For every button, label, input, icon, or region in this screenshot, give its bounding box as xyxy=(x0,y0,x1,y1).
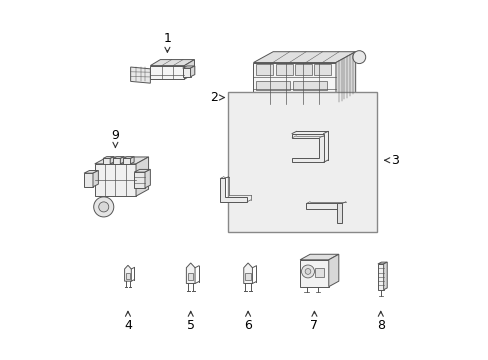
Text: 6: 6 xyxy=(244,311,251,332)
Polygon shape xyxy=(103,157,114,158)
Bar xyxy=(256,92,289,101)
Polygon shape xyxy=(113,158,120,164)
Polygon shape xyxy=(95,164,136,196)
Text: 7: 7 xyxy=(310,311,318,332)
Polygon shape xyxy=(182,66,194,68)
Polygon shape xyxy=(291,134,323,162)
Polygon shape xyxy=(300,260,328,287)
Polygon shape xyxy=(120,157,123,164)
Bar xyxy=(336,203,342,223)
Polygon shape xyxy=(130,157,134,164)
Polygon shape xyxy=(134,170,150,172)
Bar xyxy=(245,273,250,280)
Bar xyxy=(228,92,376,232)
Polygon shape xyxy=(134,172,144,188)
Polygon shape xyxy=(184,59,194,79)
Bar xyxy=(275,64,292,75)
Circle shape xyxy=(94,197,114,217)
Polygon shape xyxy=(377,262,386,264)
Polygon shape xyxy=(377,264,383,290)
Circle shape xyxy=(301,265,314,278)
Bar xyxy=(313,64,330,75)
Circle shape xyxy=(99,202,108,212)
Polygon shape xyxy=(130,67,150,83)
Polygon shape xyxy=(124,265,131,281)
Polygon shape xyxy=(93,171,98,187)
Bar xyxy=(293,92,326,101)
Polygon shape xyxy=(110,157,114,164)
Polygon shape xyxy=(253,52,355,63)
Polygon shape xyxy=(186,263,195,283)
Text: 8: 8 xyxy=(376,311,384,332)
Polygon shape xyxy=(84,171,98,173)
Polygon shape xyxy=(123,157,134,158)
Polygon shape xyxy=(220,179,247,202)
Polygon shape xyxy=(182,68,190,77)
Polygon shape xyxy=(144,170,150,188)
Bar xyxy=(314,268,324,277)
Bar xyxy=(306,203,342,209)
Text: 5: 5 xyxy=(186,311,194,332)
Bar xyxy=(256,81,289,90)
Circle shape xyxy=(305,269,310,274)
Polygon shape xyxy=(335,52,355,104)
Polygon shape xyxy=(103,158,110,164)
Polygon shape xyxy=(136,157,148,196)
Circle shape xyxy=(352,51,365,64)
Polygon shape xyxy=(84,173,93,187)
Text: 2: 2 xyxy=(210,91,224,104)
Polygon shape xyxy=(95,157,148,164)
Polygon shape xyxy=(383,262,386,290)
Text: 1: 1 xyxy=(163,32,171,52)
Text: 3: 3 xyxy=(384,154,398,167)
Polygon shape xyxy=(123,158,130,164)
Polygon shape xyxy=(190,66,194,77)
Polygon shape xyxy=(253,63,335,104)
Bar xyxy=(293,81,326,90)
Bar xyxy=(294,64,311,75)
Text: 4: 4 xyxy=(124,311,132,332)
Polygon shape xyxy=(113,157,123,158)
Polygon shape xyxy=(150,66,184,79)
Bar xyxy=(126,273,130,279)
Text: 9: 9 xyxy=(111,129,119,148)
Bar xyxy=(188,273,193,280)
Polygon shape xyxy=(300,254,338,260)
Polygon shape xyxy=(243,263,252,283)
Polygon shape xyxy=(328,254,338,287)
Polygon shape xyxy=(150,59,194,66)
Bar xyxy=(256,64,273,75)
